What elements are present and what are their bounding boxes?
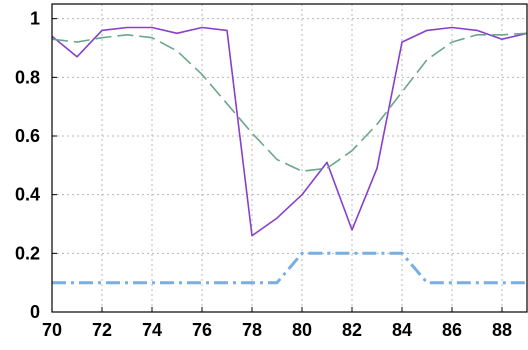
x-tick-label: 84 — [392, 320, 412, 340]
x-tick-label: 88 — [492, 320, 512, 340]
x-tick-label: 86 — [442, 320, 462, 340]
x-tick-label: 72 — [92, 320, 112, 340]
x-tick-label: 78 — [242, 320, 262, 340]
x-tick-label: 70 — [42, 320, 62, 340]
series-2-line — [51, 32, 528, 172]
y-tick-label: 1 — [30, 9, 40, 29]
series-1-line — [51, 26, 528, 237]
series-3-line — [52, 251, 527, 285]
axis-tick-labels: 70 72 74 76 78 80 82 84 86 88 0 0.2 0.4 0.6 0.8 1 — [15, 9, 512, 340]
y-tick-label: 0.6 — [15, 126, 40, 146]
y-tick-label: 0.8 — [15, 67, 40, 87]
x-tick-label: 76 — [192, 320, 212, 340]
y-tick-label: 0.4 — [15, 185, 40, 205]
x-tick-label: 74 — [142, 320, 162, 340]
grid — [52, 4, 527, 312]
x-tick-label: 82 — [342, 320, 362, 340]
plot-frame — [51, 3, 528, 313]
x-tick-label: 80 — [292, 320, 312, 340]
y-tick-label: 0 — [30, 302, 40, 322]
y-tick-label: 0.2 — [15, 243, 40, 263]
series-layer — [51, 26, 528, 285]
